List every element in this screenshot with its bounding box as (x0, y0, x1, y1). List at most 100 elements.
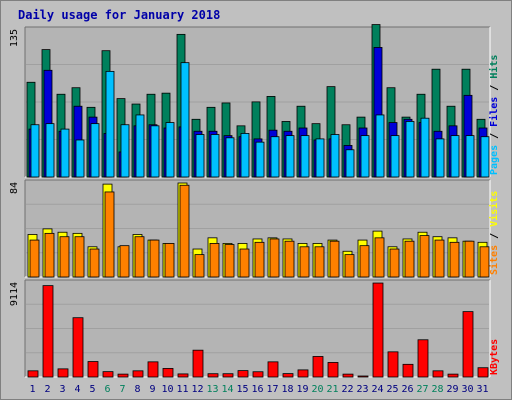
x-tick-label: 17 (266, 384, 278, 395)
bar-pages-day-7 (120, 124, 130, 178)
right-label-part: Visits (488, 191, 500, 227)
x-tick-label: 20 (311, 384, 323, 395)
x-tick-label: 24 (371, 384, 383, 395)
bar-pages-day-27 (420, 117, 430, 178)
bar-kbytes-day-11 (177, 373, 189, 378)
bar-sites-day-4 (74, 236, 85, 278)
right-label-part: Pages (489, 145, 500, 175)
bar-kbytes-day-3 (57, 368, 69, 378)
bar-pages-day-3 (60, 128, 70, 178)
x-tick-label: 25 (386, 384, 398, 395)
bar-pages-day-25 (390, 135, 400, 178)
x-tick-label: 18 (281, 384, 293, 395)
bar-pages-day-9 (150, 125, 160, 178)
bar-sites-day-30 (464, 240, 475, 278)
x-tick-label: 16 (251, 384, 263, 395)
bar-kbytes-day-24 (372, 282, 384, 378)
bar-pages-day-26 (405, 121, 415, 178)
bar-pages-day-17 (270, 136, 280, 178)
bar-sites-day-20 (314, 246, 325, 278)
bar-sites-day-6 (104, 191, 115, 278)
bar-kbytes-day-25 (387, 351, 399, 378)
x-tick-label: 22 (341, 384, 353, 395)
x-tick-label: 30 (461, 384, 473, 395)
x-tick-label: 23 (356, 384, 368, 395)
x-tick-label: 21 (326, 384, 338, 395)
right-label-part: KBytes (489, 339, 500, 375)
x-tick-label: 29 (446, 384, 458, 395)
bar-sites-day-25 (389, 248, 400, 278)
x-tick-label: 13 (206, 384, 218, 395)
bar-sites-day-31 (479, 246, 490, 278)
right-label-hits-files-pages: Pages / Files / Hits (488, 55, 500, 175)
x-tick-label: 10 (161, 384, 173, 395)
bar-sites-day-22 (344, 254, 355, 278)
x-tick-label: 7 (119, 384, 125, 395)
bar-sites-day-17 (269, 238, 280, 278)
bar-sites-day-7 (119, 245, 130, 278)
bar-sites-day-23 (359, 245, 370, 278)
bar-sites-day-12 (194, 254, 205, 278)
bar-kbytes-day-8 (132, 370, 144, 378)
bar-kbytes-day-21 (327, 362, 339, 378)
y-max-label-kbytes: 9114 (9, 282, 20, 306)
bar-pages-day-23 (360, 135, 370, 178)
bar-sites-day-8 (134, 236, 145, 278)
x-tick-label: 14 (221, 384, 233, 395)
bar-sites-day-15 (239, 248, 250, 278)
x-tick-label: 5 (89, 384, 95, 395)
bar-sites-day-27 (419, 235, 430, 278)
bar-sites-day-1 (29, 239, 40, 278)
bar-pages-day-29 (450, 135, 460, 178)
right-label-part: Sites (488, 245, 500, 275)
x-tick-label: 9 (149, 384, 155, 395)
bar-pages-day-16 (255, 141, 265, 178)
bar-pages-day-22 (345, 149, 355, 178)
bar-kbytes-day-6 (102, 371, 114, 378)
bar-kbytes-day-26 (402, 363, 414, 378)
bar-kbytes-day-10 (162, 368, 174, 378)
bar-kbytes-day-18 (282, 373, 294, 378)
bar-kbytes-day-13 (207, 373, 219, 378)
bar-sites-day-28 (434, 239, 445, 278)
bar-sites-day-13 (209, 243, 220, 278)
bar-sites-day-19 (299, 246, 310, 278)
bar-pages-day-13 (210, 134, 220, 178)
bar-sites-day-3 (59, 236, 70, 278)
bar-sites-day-24 (374, 237, 385, 278)
y-max-label-hits-files-pages: 135 (9, 29, 20, 47)
bar-kbytes-day-14 (222, 373, 234, 378)
bar-sites-day-11 (179, 184, 190, 278)
bar-pages-day-1 (30, 124, 40, 178)
bar-kbytes-day-7 (117, 373, 129, 378)
x-tick-label: 1 (29, 384, 35, 395)
bar-sites-day-5 (89, 248, 100, 278)
bar-pages-day-10 (165, 122, 175, 178)
bar-pages-day-12 (195, 134, 205, 178)
right-label-part: Files (488, 97, 500, 127)
y-max-label-visits-sites: 84 (9, 182, 20, 194)
bar-pages-day-8 (135, 114, 145, 178)
bar-pages-day-14 (225, 137, 235, 178)
x-tick-label: 4 (74, 384, 80, 395)
x-tick-label: 3 (59, 384, 65, 395)
bar-pages-day-31 (480, 136, 490, 178)
bar-kbytes-day-31 (477, 367, 489, 378)
bar-pages-day-24 (375, 114, 385, 178)
bar-pages-day-28 (435, 138, 445, 178)
bar-kbytes-day-15 (237, 370, 249, 378)
bar-sites-day-29 (449, 241, 460, 278)
bar-kbytes-day-4 (72, 317, 84, 378)
right-label-part: / (489, 227, 500, 245)
bar-kbytes-day-5 (87, 361, 99, 378)
x-tick-label: 19 (296, 384, 308, 395)
bar-kbytes-day-28 (432, 370, 444, 378)
x-tick-label: 11 (176, 384, 188, 395)
bar-sites-day-21 (329, 240, 340, 278)
right-label-visits-sites: Sites / Visits (488, 191, 500, 275)
bar-sites-day-9 (149, 239, 160, 278)
bar-sites-day-2 (44, 232, 55, 278)
bar-pages-day-15 (240, 133, 250, 178)
x-tick-label: 15 (236, 384, 248, 395)
x-tick-label: 6 (104, 384, 110, 395)
